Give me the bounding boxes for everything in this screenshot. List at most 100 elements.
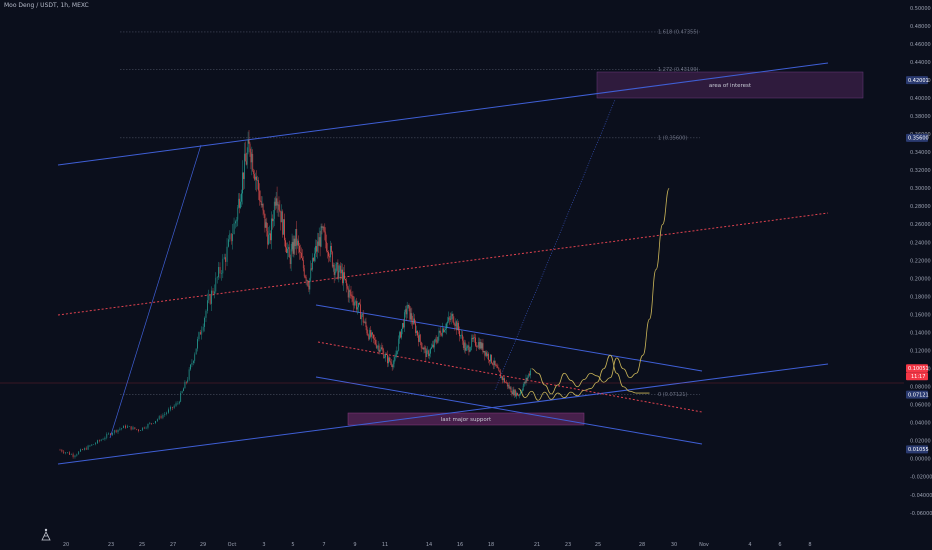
candle-body [511,392,513,395]
candle-body [408,305,410,307]
x-axis[interactable]: 20 23 25 27 29 Oct 3 5 7 9 11 14 16 18 21 23 25 28 30 Nov 4 6… [63,542,812,548]
candle-body [393,360,395,364]
candle-body [421,347,423,349]
candle-body [221,273,222,275]
candle-body [273,201,275,219]
chart-title: Moo Deng / USDT, 1h, MEXC [4,2,89,9]
candle-body [149,423,151,425]
candle-body [418,334,420,342]
candle-body [246,152,248,165]
candle-body [283,219,284,235]
candle-body [357,307,358,310]
candle-body [251,153,253,163]
badge-level-mid-bg [906,133,928,142]
wedge-lower-line[interactable] [315,376,703,445]
candle-body [528,373,530,377]
candle-body [267,230,269,245]
candle-body [424,347,426,349]
candle-body [130,426,132,430]
last-major-support-label: last major support [441,417,492,423]
candle-body [181,391,183,393]
candle-body [389,361,391,363]
candle-body [439,330,441,332]
candle-body [507,384,509,387]
candle-body [525,378,527,383]
candle-body [475,337,476,346]
upper-channel-line[interactable] [57,62,829,166]
candle-body [123,425,124,429]
candle-body [331,245,332,252]
candle-body [509,387,511,389]
candle-body [218,267,219,278]
candle-body [119,428,121,430]
candle-body [329,256,330,258]
candle-body [372,332,373,335]
candle-body [367,333,369,336]
candle-body [128,426,130,427]
candle-body [175,403,177,406]
candle-body [473,337,474,340]
candle-body [171,406,173,408]
candle-body [232,234,233,242]
candle-body [384,357,386,358]
alternate-projection-path[interactable] [518,354,650,401]
candle-body [454,324,456,326]
candle-body [375,344,377,348]
candle-body [67,452,68,453]
x-tick-label: 7 [322,542,325,548]
dotted-descending-line[interactable] [317,341,703,413]
candle-body [173,405,175,408]
candle-body [288,247,290,258]
candle-body [506,382,508,387]
candle-body [441,335,443,336]
lower-channel-line[interactable] [57,363,829,465]
candle-body [323,226,325,232]
zones: area of interest last major support [347,71,864,426]
candle-body [194,354,196,361]
candle-body [362,313,364,323]
projection-guide-line[interactable] [494,99,616,391]
candle-body [369,330,371,340]
candle-body [402,323,403,329]
impulse-line[interactable] [109,144,202,439]
candle-body [468,345,470,352]
candle-body [433,340,435,348]
x-tick-label: 4 [748,542,751,548]
badge-level-low: 0.07121 [908,392,929,398]
candle-body [494,360,496,365]
candle-body [388,357,389,364]
candle-body [290,249,292,264]
candle-body [74,455,76,457]
x-tick-label: 23 [108,542,114,548]
candle-body [278,204,280,210]
candle-body [192,360,194,363]
candle-body [462,340,464,349]
candle-body [253,170,255,175]
candle-body [370,330,372,337]
candle-body [95,443,96,445]
dotted-resistance-line[interactable] [57,212,829,316]
candle-body [286,247,287,253]
bullish-projection-path[interactable] [531,187,670,395]
candle-body [350,291,352,296]
y-tick-label: -0.04000 [910,493,932,499]
candle-body [482,343,484,353]
candle-body [87,445,89,450]
candle-body [387,354,388,364]
candle-body [371,332,372,337]
candle-body [191,362,193,365]
candle-body [523,381,525,386]
candle-body [219,267,221,274]
candle-body [346,285,348,289]
candle-body [280,211,282,223]
candle-body [314,253,315,261]
last-major-support-zone[interactable] [347,412,585,426]
candle-body [91,444,93,446]
wedge-upper-line[interactable] [315,304,703,372]
candle-body [324,231,326,233]
candle-body [448,317,450,319]
candle-body [316,241,318,252]
candle-body [359,302,360,305]
candle-body [190,364,191,370]
